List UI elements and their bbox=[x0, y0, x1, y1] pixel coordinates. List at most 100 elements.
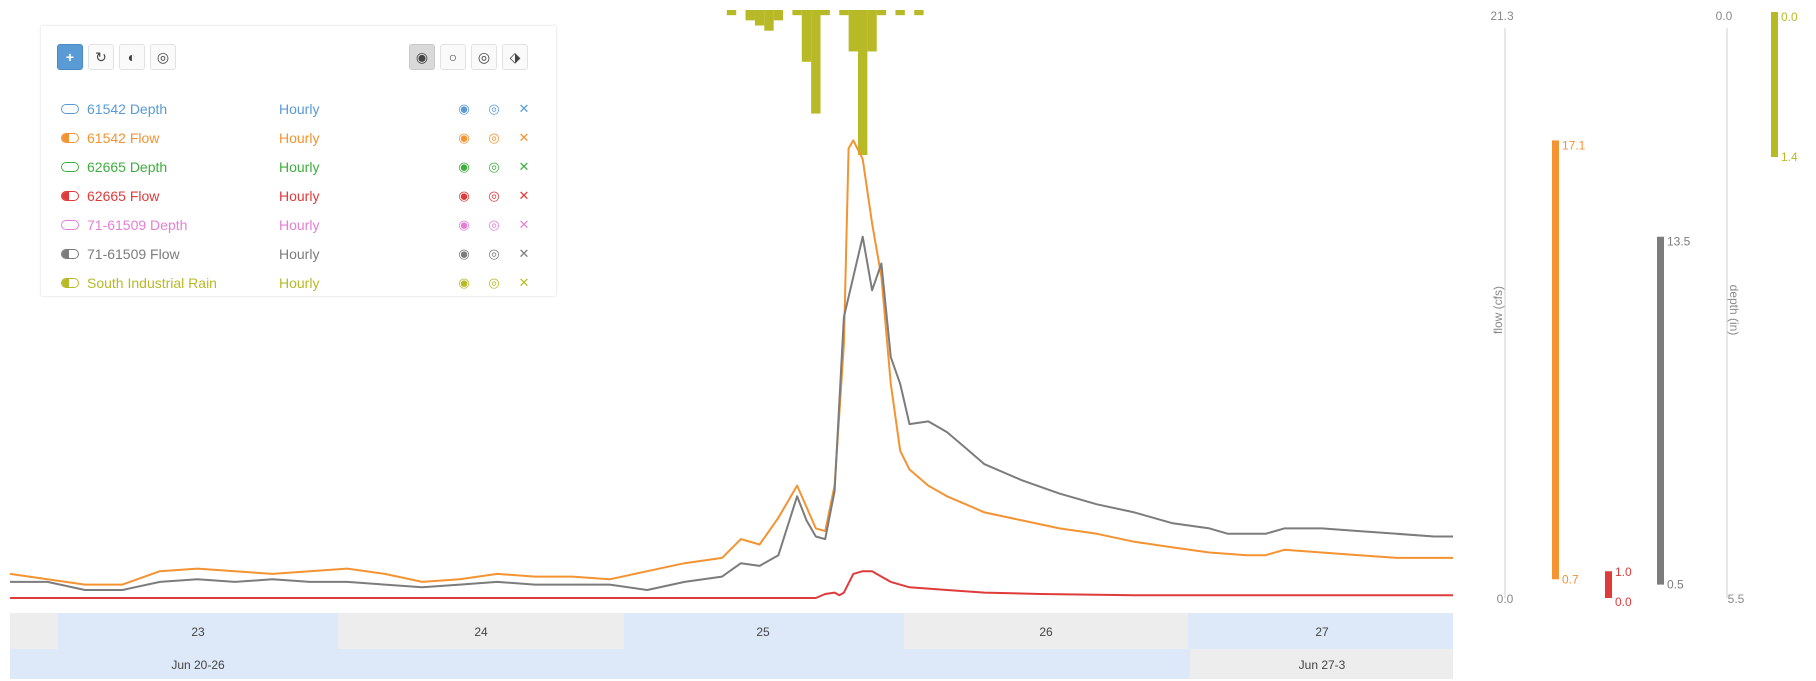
focus-icon[interactable]: ◎ bbox=[488, 130, 500, 145]
remove-icon[interactable]: ✕ bbox=[518, 188, 530, 203]
series-toggle-icon[interactable] bbox=[61, 162, 79, 172]
series-resolution[interactable]: Hourly bbox=[279, 275, 320, 291]
range-marker-max: 13.5 bbox=[1667, 235, 1691, 249]
series-name: 61542 Depth bbox=[87, 101, 168, 117]
series-name: 61542 Flow bbox=[87, 130, 160, 146]
remove-icon[interactable]: ✕ bbox=[518, 101, 530, 116]
rain-bar bbox=[745, 10, 755, 21]
remove-icon[interactable]: ✕ bbox=[518, 159, 530, 174]
legend-row[interactable]: 71-61509 Flow Hourly ◉ ◎ ✕ bbox=[61, 243, 541, 265]
series-toggle-icon[interactable] bbox=[61, 191, 79, 201]
target-button[interactable]: ◎ bbox=[471, 44, 497, 70]
series-resolution[interactable]: Hourly bbox=[279, 159, 320, 175]
eye-icon[interactable]: ◉ bbox=[458, 130, 470, 145]
timeline-day-25-band[interactable] bbox=[624, 613, 904, 649]
tag-icon: ⬗ bbox=[509, 48, 521, 65]
focus-icon[interactable]: ◎ bbox=[488, 101, 500, 116]
legend-row[interactable]: 61542 Depth Hourly ◉ ◎ ✕ bbox=[61, 98, 541, 120]
series-toggle-icon[interactable] bbox=[61, 278, 79, 288]
series-resolution[interactable]: Hourly bbox=[279, 246, 320, 262]
series-toggle-icon[interactable] bbox=[61, 249, 79, 259]
target-icon: ◎ bbox=[477, 48, 491, 65]
legend-row[interactable]: 71-61509 Depth Hourly ◉ ◎ ✕ bbox=[61, 214, 541, 236]
range-marker-max: 0.0 bbox=[1781, 10, 1798, 24]
series-line[interactable] bbox=[10, 570, 1453, 599]
depth-axis-bottom: 5.5 bbox=[1728, 592, 1745, 606]
legend-row[interactable]: 61542 Flow Hourly ◉ ◎ ✕ bbox=[61, 127, 541, 149]
series-resolution[interactable]: Hourly bbox=[279, 188, 320, 204]
range-marker-bar bbox=[1552, 140, 1559, 580]
remove-icon[interactable]: ✕ bbox=[518, 275, 530, 290]
rain-bar bbox=[801, 10, 812, 62]
show-all-button[interactable]: ◉ bbox=[409, 44, 435, 70]
series-resolution[interactable]: Hourly bbox=[279, 101, 320, 117]
focus-icon[interactable]: ◎ bbox=[488, 217, 500, 232]
eye-icon: ◉ bbox=[415, 48, 429, 65]
timeline-day-23-band[interactable] bbox=[58, 613, 338, 649]
timeline-day-label: 23 bbox=[191, 625, 205, 639]
rain-bar bbox=[867, 10, 877, 52]
circle-icon: ○ bbox=[448, 49, 458, 65]
series-resolution[interactable]: Hourly bbox=[279, 217, 320, 233]
range-markers: 17.1 0.7 1.0 0.0 13.5 0.5 0.0 1.4 bbox=[1552, 10, 1798, 609]
contrast-button[interactable]: ◐ bbox=[119, 44, 145, 70]
timeline-day-label: 27 bbox=[1315, 625, 1329, 639]
legend-row[interactable]: 62665 Depth Hourly ◉ ◎ ✕ bbox=[61, 156, 541, 178]
depth-axis-label: depth (in) bbox=[1727, 285, 1741, 336]
focus-icon[interactable]: ◎ bbox=[488, 159, 500, 174]
flow-axis: 21.3 0.0 flow (cfs) bbox=[1490, 9, 1514, 606]
timeline-day-label: 24 bbox=[474, 625, 488, 639]
series-line[interactable] bbox=[10, 235, 1453, 591]
eye-icon[interactable]: ◉ bbox=[458, 217, 470, 232]
series-toggle-icon[interactable] bbox=[61, 104, 79, 114]
timeline-week-band-1[interactable] bbox=[10, 649, 1190, 679]
remove-icon[interactable]: ✕ bbox=[518, 246, 530, 261]
range-marker-bar bbox=[1771, 12, 1778, 157]
focus-icon[interactable]: ◎ bbox=[488, 275, 500, 290]
series-resolution[interactable]: Hourly bbox=[279, 130, 320, 146]
series-lines bbox=[9, 139, 1453, 599]
timeline-day-27-band[interactable] bbox=[1188, 613, 1453, 649]
rain-bar bbox=[848, 10, 858, 52]
timeline-week-label: Jun 27-3 bbox=[1299, 658, 1346, 672]
range-marker-max: 17.1 bbox=[1562, 138, 1586, 152]
range-marker-max: 1.0 bbox=[1615, 565, 1632, 579]
rain-bar bbox=[764, 10, 774, 31]
timeline[interactable]: 23 24 25 26 27 Jun 20-26 Jun 27-3 bbox=[10, 613, 1453, 679]
range-marker-bar bbox=[1657, 236, 1664, 585]
contrast-icon: ◐ bbox=[127, 49, 137, 65]
eye-icon[interactable]: ◉ bbox=[458, 101, 470, 116]
rain-bar bbox=[857, 10, 868, 155]
focus-icon[interactable]: ◎ bbox=[488, 246, 500, 261]
remove-icon[interactable]: ✕ bbox=[518, 130, 530, 145]
eye-icon[interactable]: ◉ bbox=[458, 159, 470, 174]
eye-icon[interactable]: ◉ bbox=[458, 188, 470, 203]
legend-panel: + ↻ ◐ ◎ ◉ ○ ◎ ⬗ 61542 Depth Hourly ◉ ◎ ✕ 6154… bbox=[40, 25, 557, 297]
tag-button[interactable]: ⬗ bbox=[502, 44, 528, 70]
series-name: 71-61509 Flow bbox=[87, 246, 180, 262]
flow-axis-top: 21.3 bbox=[1490, 9, 1514, 23]
eye-icon[interactable]: ◉ bbox=[458, 275, 470, 290]
circle-button[interactable]: ○ bbox=[440, 44, 466, 70]
remove-icon[interactable]: ✕ bbox=[518, 217, 530, 232]
timeline-day-label: 25 bbox=[756, 625, 770, 639]
series-toggle-icon[interactable] bbox=[61, 220, 79, 230]
range-marker-min: 0.5 bbox=[1667, 578, 1684, 592]
focus-icon[interactable]: ◎ bbox=[488, 188, 500, 203]
toggle-all-button[interactable]: ◎ bbox=[150, 44, 176, 70]
timeline-day-label: 26 bbox=[1039, 625, 1053, 639]
range-marker-bar bbox=[1605, 571, 1612, 598]
legend-row[interactable]: South Industrial Rain Hourly ◉ ◎ ✕ bbox=[61, 272, 541, 294]
rain-bar bbox=[726, 10, 737, 16]
refresh-button[interactable]: ↻ bbox=[88, 44, 114, 70]
legend-row[interactable]: 62665 Flow Hourly ◉ ◎ ✕ bbox=[61, 185, 541, 207]
plus-icon: + bbox=[65, 49, 75, 65]
eye-icon[interactable]: ◉ bbox=[458, 246, 470, 261]
depth-axis-top: 0.0 bbox=[1716, 9, 1733, 23]
series-toggle-icon[interactable] bbox=[61, 133, 79, 143]
timeline-week-band-2[interactable] bbox=[1190, 649, 1453, 679]
rain-bar bbox=[773, 10, 784, 21]
add-series-button[interactable]: + bbox=[57, 44, 83, 70]
range-marker-min: 1.4 bbox=[1781, 150, 1798, 164]
